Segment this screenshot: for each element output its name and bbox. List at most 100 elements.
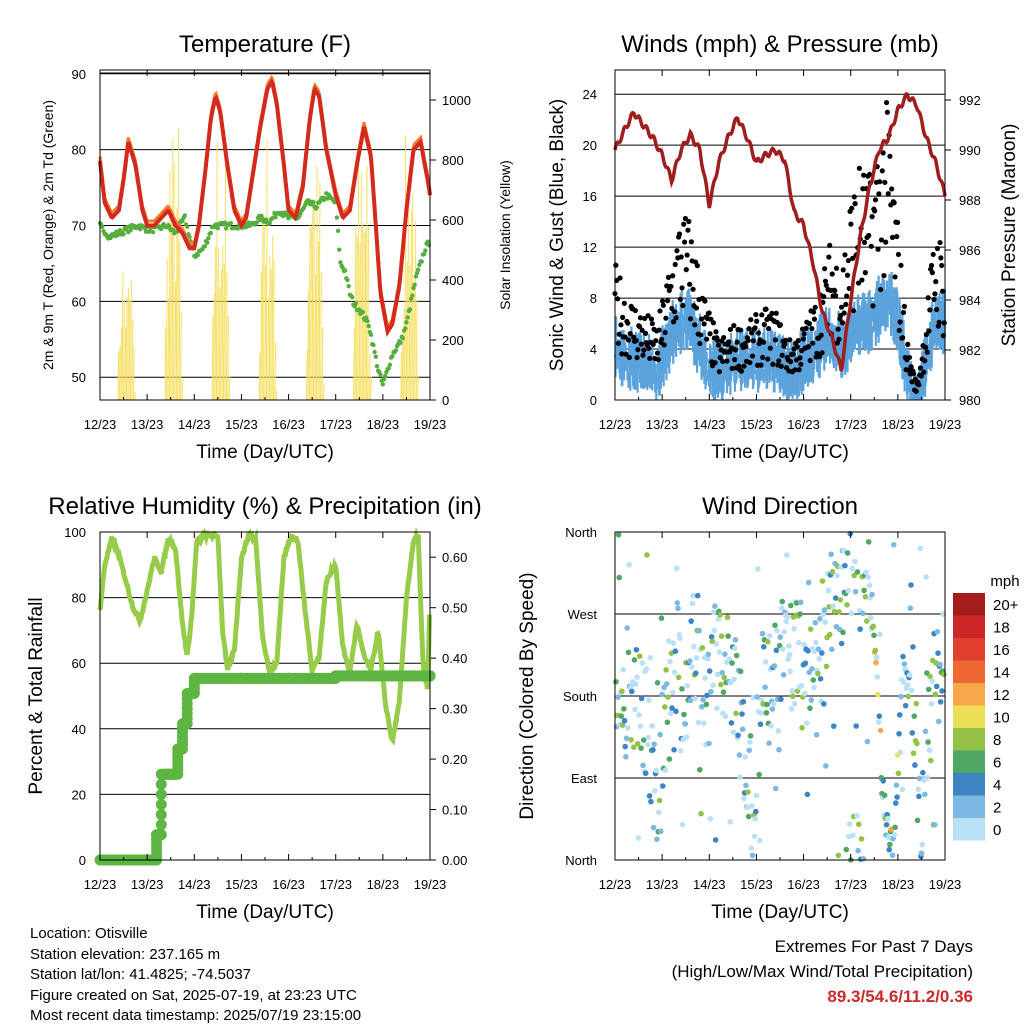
gust-point (716, 369, 722, 375)
gust-point (807, 357, 813, 364)
gust-point (859, 277, 865, 283)
gust-point (626, 354, 633, 361)
y-axis-label-rh: Percent & Total Rainfall (26, 597, 47, 794)
y-right-axis-label-wind: Station Pressure (Maroon) (999, 124, 1020, 347)
direction-point (817, 616, 823, 622)
solar-spike (171, 139, 174, 401)
direction-point (654, 836, 660, 843)
dewpoint-point (387, 362, 393, 368)
gust-point (827, 242, 833, 248)
extremes-subheading: (High/Low/Max Wind/Total Precipitation) (671, 962, 973, 981)
direction-point (900, 679, 907, 685)
solar-spike (268, 255, 271, 401)
direction-point (828, 646, 835, 653)
solar-spike (357, 154, 360, 401)
x-tick-label-rh: 16/23 (272, 877, 305, 892)
x-tick-label-wind: 15/23 (740, 417, 773, 432)
dewpoint-point (365, 318, 370, 324)
direction-point (851, 572, 858, 579)
gust-point (897, 319, 903, 325)
station-elevation: Station elevation: 237.165 m (30, 945, 221, 963)
solar-spike (403, 308, 405, 401)
gust-point (777, 322, 784, 328)
solar-spike (263, 216, 265, 401)
direction-point (875, 719, 882, 725)
direction-point (700, 697, 706, 703)
plot-frame-temp (99, 69, 431, 401)
direction-point (689, 600, 696, 607)
direction-point (856, 821, 862, 828)
gust-point (926, 328, 932, 334)
direction-point (778, 696, 784, 703)
gust-point (801, 331, 807, 337)
direction-point (696, 627, 702, 634)
direction-point (859, 610, 866, 617)
gust-point (938, 255, 944, 261)
direction-point (863, 618, 870, 624)
direction-point (807, 626, 814, 632)
direction-point (941, 671, 947, 678)
y-tick-label-dir: East (571, 771, 597, 786)
direction-point (705, 651, 712, 658)
direction-point (632, 681, 639, 687)
gust-point (932, 291, 938, 297)
solar-spike (220, 268, 222, 401)
gust-point (707, 331, 713, 337)
gust-point (741, 363, 747, 369)
direction-point (892, 824, 898, 831)
gust-point (894, 219, 901, 226)
solar-spike (408, 265, 411, 401)
solar-spike (370, 376, 372, 401)
direction-point (704, 655, 711, 662)
solar-spike (322, 383, 325, 401)
gust-point (861, 172, 867, 178)
direction-point (791, 625, 797, 632)
gust-point (916, 382, 922, 388)
direction-point (877, 727, 884, 734)
direction-point (744, 804, 751, 811)
solar-spike (358, 242, 361, 401)
direction-point (908, 687, 915, 694)
gust-point (635, 347, 641, 353)
direction-point (718, 633, 725, 640)
y-right-axis-label-temp: Solar Insolation (Yellow) (497, 160, 513, 310)
direction-point (863, 569, 869, 576)
direction-point (939, 688, 945, 694)
direction-point (645, 734, 652, 741)
gust-point (666, 287, 672, 293)
y-tick-label-dir: North (565, 525, 597, 540)
direction-point (703, 701, 710, 708)
gust-point (662, 329, 668, 336)
direction-point (623, 753, 629, 760)
gust-point (833, 265, 840, 271)
y-tick-label-temp: 90 (72, 67, 86, 82)
gust-point (861, 239, 868, 245)
dewpoint-point (206, 235, 211, 241)
direction-point (783, 618, 790, 625)
gust-point (922, 344, 929, 350)
direction-point (707, 815, 714, 822)
gust-point (794, 344, 801, 350)
dewpoint-point (416, 267, 421, 272)
solar-spike (317, 241, 320, 401)
direction-point (873, 659, 879, 666)
direction-point (935, 718, 942, 725)
gust-point (688, 239, 694, 245)
solar-spike (365, 166, 368, 401)
gust-point (702, 298, 708, 304)
solar-spike (321, 326, 324, 401)
direction-point (658, 615, 665, 622)
gust-point (879, 168, 885, 174)
gust-point (670, 319, 677, 325)
direction-point (904, 682, 911, 688)
direction-point (650, 824, 657, 831)
direction-point (689, 664, 695, 670)
direction-point (873, 654, 880, 661)
gust-point (778, 363, 784, 369)
direction-point (618, 713, 625, 719)
dewpoint-point (378, 372, 383, 377)
gust-point (704, 336, 710, 342)
gust-point (747, 359, 753, 366)
chart-title-temp: Temperature (F) (179, 31, 351, 58)
dewpoint-point (228, 220, 234, 226)
